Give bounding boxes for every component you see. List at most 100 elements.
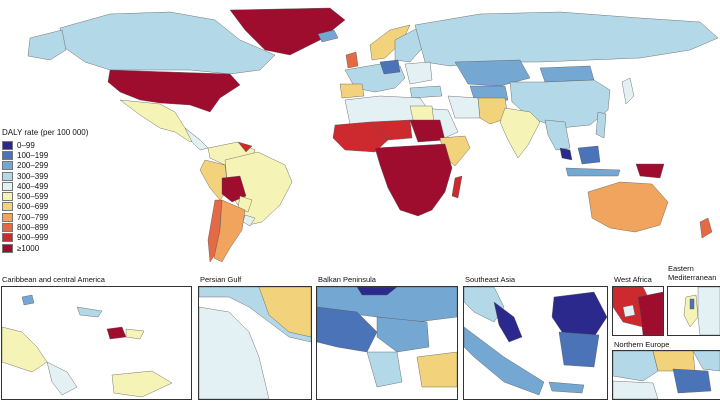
inset-shape: [76, 306, 103, 318]
inset-shape: [366, 351, 403, 388]
legend-title: DALY rate (per 100 000): [2, 128, 89, 137]
inset-shape: [199, 306, 270, 399]
inset-shape: [111, 370, 173, 398]
region-russia: [414, 11, 719, 67]
region-paraguay: [237, 195, 253, 213]
inset-title-southeast-asia: Southeast Asia: [465, 275, 516, 284]
legend: DALY rate (per 100 000) 0–99 100–199 200–2…: [2, 128, 88, 253]
legend-swatch: [2, 243, 13, 253]
legend-swatch: [2, 192, 13, 202]
region-new-zealand: [699, 217, 713, 239]
inset-map-caribbean: [1, 286, 192, 400]
legend-item: 100–199: [2, 150, 88, 160]
region-philippines: [595, 111, 607, 139]
inset-shape: [106, 326, 127, 340]
legend-swatch: [2, 140, 13, 150]
region-sudan: [409, 119, 446, 143]
legend-item: 400–499: [2, 181, 88, 191]
region-canada: [59, 11, 276, 75]
inset-title-northern-europe: Northern Europe: [614, 340, 670, 349]
legend-label: 800–899: [17, 223, 49, 233]
region-iran: [447, 95, 481, 119]
inset-map-eastern-med: [667, 286, 720, 336]
inset-shape: [258, 287, 311, 338]
region-uruguay: [242, 214, 256, 227]
legend-label: 600–699: [17, 202, 49, 212]
inset-map-persian-gulf: [198, 286, 312, 400]
inset-shape: [464, 287, 505, 323]
inset-shape: [689, 298, 695, 310]
inset-map-balkan: [316, 286, 458, 400]
legend-label: 0–99: [17, 140, 35, 150]
region-indonesia: [565, 167, 621, 177]
inset-title-west-africa: West Africa: [614, 275, 652, 284]
region-papua: [635, 163, 665, 179]
region-mexico: [119, 99, 201, 143]
inset-shape: [672, 368, 712, 394]
region-india: [499, 107, 541, 159]
legend-swatch: [2, 202, 13, 212]
inset-shape: [464, 326, 545, 396]
inset-title-eastern-med: Eastern Mediterranean: [668, 264, 717, 282]
legend-label: ≥1000: [17, 243, 40, 253]
region-madagascar: [451, 175, 463, 199]
inset-shape: [637, 291, 663, 335]
legend-swatch: [2, 150, 13, 160]
region-mongolia: [539, 65, 595, 83]
region-usa: [107, 69, 241, 113]
region-afghanistan-pakistan: [477, 97, 509, 125]
legend-swatch: [2, 181, 13, 191]
legend-item: 0–99: [2, 140, 88, 150]
world-choropleth-map: [27, 7, 719, 263]
inset-map-west-africa: [612, 286, 664, 336]
legend-label: 400–499: [17, 181, 49, 191]
region-turkey: [409, 85, 443, 99]
inset-shape: [493, 301, 523, 343]
region-central-africa: [374, 143, 453, 217]
inset-title-balkan: Balkan Peninsula: [318, 275, 376, 284]
legend-item: 300–399: [2, 171, 88, 181]
legend-item: ≥1000: [2, 243, 88, 253]
inset-shape: [652, 351, 696, 372]
legend-label: 900–999: [17, 233, 49, 243]
region-japan: [621, 77, 635, 105]
region-malaysia: [559, 147, 573, 161]
legend-item: 200–299: [2, 161, 88, 171]
inset-shape: [125, 328, 145, 340]
inset-shape: [356, 287, 398, 296]
region-iceland: [317, 29, 339, 43]
inset-shape: [558, 331, 600, 368]
legend-label: 300–399: [17, 171, 49, 181]
region-bolivia: [221, 175, 247, 203]
legend-swatch: [2, 161, 13, 171]
legend-label: 100–199: [17, 150, 49, 160]
legend-swatch: [2, 171, 13, 181]
legend-item: 600–699: [2, 202, 88, 212]
inset-map-southeast-asia: [463, 286, 608, 400]
inset-shape: [692, 351, 720, 372]
region-sahel: [369, 119, 413, 141]
inset-shape: [697, 287, 720, 335]
inset-shape: [622, 304, 636, 318]
inset-shape: [683, 294, 699, 328]
region-borneo: [577, 145, 601, 165]
region-alaska: [27, 29, 67, 61]
inset-title-caribbean: Caribbean and central America: [2, 275, 105, 284]
region-australia: [587, 181, 669, 233]
inset-shape: [613, 380, 659, 399]
region-greenland: [229, 7, 346, 56]
inset-map-northern-europe: [612, 350, 720, 400]
inset-shape: [21, 294, 35, 306]
inset-shape: [46, 361, 78, 396]
inset-shape: [548, 381, 585, 394]
inset-shape: [551, 291, 607, 338]
legend-swatch: [2, 212, 13, 222]
inset-shape: [376, 316, 430, 353]
legend-swatch: [2, 233, 13, 243]
legend-label: 200–299: [17, 161, 49, 171]
legend-item: 900–999: [2, 233, 88, 243]
legend-label: 500–599: [17, 192, 49, 202]
region-uk: [345, 51, 359, 69]
legend-item: 800–899: [2, 222, 88, 233]
inset-shape: [2, 326, 48, 373]
